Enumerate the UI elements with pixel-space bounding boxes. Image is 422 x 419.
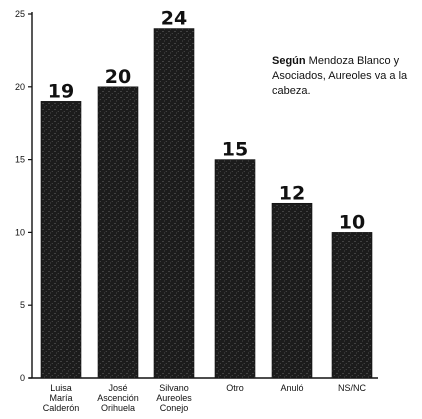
y-tick-label: 5: [20, 300, 25, 310]
bars-group: [40, 28, 373, 379]
bar: [97, 86, 139, 379]
value-label: 20: [105, 66, 131, 88]
annotation-bold: Según: [272, 55, 306, 67]
x-tick-label: Anuló: [280, 383, 303, 393]
value-label: 15: [222, 139, 248, 161]
value-label: 24: [161, 8, 187, 30]
x-tick-label: José Ascención Orihuela: [97, 383, 139, 413]
bar: [214, 159, 256, 379]
x-tick-label: Silvano Aureoles Conejo: [156, 383, 192, 413]
x-tick-label: Luisa María Calderón: [43, 383, 80, 413]
y-tick-label: 15: [15, 155, 25, 165]
y-tick-label: 0: [20, 373, 25, 383]
value-label: 19: [48, 80, 74, 102]
annotation-text: Mendoza Blanco y Asociados, Aureoles va …: [272, 55, 408, 97]
annotation: Según Mendoza Blanco y Asociados, Aureol…: [272, 54, 420, 99]
x-tick-label: Otro: [226, 383, 244, 393]
value-labels-group: 19 20 24 15 12 10: [48, 8, 365, 234]
bar: [40, 101, 82, 379]
y-tick-label: 25: [15, 9, 25, 19]
y-tick-label: 10: [15, 227, 25, 237]
y-tick-label: 20: [15, 82, 25, 92]
value-label: 10: [339, 211, 365, 233]
y-axis: 0 5 10 15 20 25: [15, 9, 378, 383]
category-labels-group: Luisa María Calderón José Ascención Orihuela S…: [43, 383, 367, 413]
x-tick-label: NS/NC: [338, 383, 367, 393]
bar: [331, 232, 373, 379]
value-label: 12: [279, 182, 305, 204]
bar: [271, 202, 313, 379]
bar: [153, 28, 195, 379]
